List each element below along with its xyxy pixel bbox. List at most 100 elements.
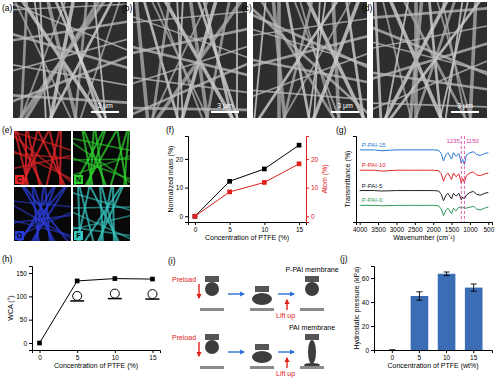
error-line	[446, 272, 447, 276]
fiber	[21, 2, 27, 118]
tick: 10	[306, 184, 319, 191]
tick: 40	[362, 299, 374, 306]
tick-mark	[419, 350, 420, 353]
axis-line	[33, 351, 161, 354]
y-axis: 0 50 100 150	[16, 267, 32, 351]
fibers	[253, 2, 367, 118]
tick: 1500	[445, 222, 460, 233]
membrane-label: P-PAI membrane	[285, 266, 338, 273]
scale-bar-label: 3 μm	[217, 102, 233, 110]
tick-label: 0	[311, 213, 315, 220]
tick-label: 0	[23, 340, 27, 347]
droplet-inset	[108, 289, 122, 299]
tick: 20	[306, 156, 319, 163]
fiber	[293, 2, 341, 118]
signal	[14, 134, 71, 184]
probe	[305, 276, 319, 282]
step-label: Preload	[172, 334, 196, 341]
droplet	[252, 293, 272, 305]
axis-title: Normalized mass (%)	[167, 146, 175, 213]
fiber	[13, 4, 127, 10]
tick-mark	[378, 222, 379, 225]
series-line	[360, 170, 489, 183]
tick: 20	[362, 323, 374, 330]
signal	[95, 131, 104, 185]
axis-line	[189, 223, 307, 226]
tick-label: 5	[76, 354, 80, 361]
tick-label: 15	[149, 354, 157, 361]
droplet	[252, 351, 272, 363]
marker	[262, 167, 267, 172]
tick-label: 10	[261, 226, 269, 233]
signal	[14, 215, 71, 223]
tick-label: 150	[16, 270, 27, 277]
fiber	[133, 77, 247, 93]
series-line	[40, 279, 153, 343]
tick-label: 500	[483, 226, 494, 233]
tick: 5	[418, 350, 422, 361]
tick-mark	[452, 222, 453, 225]
tick-label: 100	[16, 293, 27, 300]
scale-bar-label: 3 μm	[457, 102, 473, 110]
tick-label: 4000	[353, 226, 368, 233]
arrow	[278, 351, 294, 352]
tick: 15	[296, 222, 304, 233]
tick-label: 20	[362, 323, 370, 330]
series-line	[195, 145, 299, 216]
y-axis: 0204060	[362, 267, 375, 354]
membrane	[200, 308, 224, 311]
signal	[73, 159, 130, 160]
tick: 50	[20, 316, 32, 323]
tick: 15	[149, 350, 157, 361]
signal	[14, 131, 71, 151]
arrow	[286, 300, 287, 310]
schematic-row: PreloadLift upP-PAI membrane	[172, 266, 339, 320]
panel-label: (h)	[2, 254, 13, 264]
series-label: P-PAI-5	[362, 183, 383, 189]
tick: 20	[176, 156, 188, 163]
tick-label: 20	[311, 156, 319, 163]
step-label: Lift up	[276, 370, 295, 378]
fiber	[470, 2, 476, 118]
probe	[205, 334, 219, 340]
tick-mark	[29, 296, 32, 297]
axis-title: Concentration of PTFE (%)	[205, 234, 289, 242]
droplet	[305, 282, 319, 296]
element-label: O	[17, 232, 23, 239]
map-signal	[14, 187, 71, 241]
axis-title: Concentration of PTFE (%)	[54, 362, 138, 370]
element-label: N	[76, 176, 81, 183]
marker	[297, 161, 302, 166]
droplet	[205, 340, 219, 354]
tick: 1000	[463, 222, 478, 233]
error-cap	[416, 291, 422, 292]
tick-mark	[371, 350, 374, 351]
tick: 3000	[390, 222, 405, 233]
signal	[73, 192, 130, 211]
tick: 0	[194, 222, 198, 233]
signal	[14, 211, 71, 239]
tick-label: 0	[179, 213, 183, 220]
tick-label: 2000	[426, 226, 441, 233]
error-cap	[444, 275, 450, 276]
error-line	[419, 292, 420, 300]
droplet-inset	[70, 291, 84, 301]
axis-line	[353, 137, 357, 223]
tick: 500	[483, 222, 494, 233]
error-cap	[471, 284, 477, 285]
fibers	[13, 2, 127, 118]
tick-label: 0	[390, 354, 394, 361]
tick-label: 0	[194, 226, 198, 233]
series-label: P-PAI-15	[362, 142, 387, 148]
droplet	[148, 290, 157, 299]
error-bar	[416, 292, 422, 300]
scale-bar	[451, 111, 479, 113]
element-box	[74, 231, 83, 240]
membrane	[300, 366, 324, 369]
series-line	[360, 205, 489, 215]
tick-label: 2500	[408, 226, 423, 233]
fiber	[13, 55, 127, 103]
tick-mark	[29, 320, 32, 321]
fiber	[256, 2, 340, 118]
error-cap	[471, 291, 477, 292]
